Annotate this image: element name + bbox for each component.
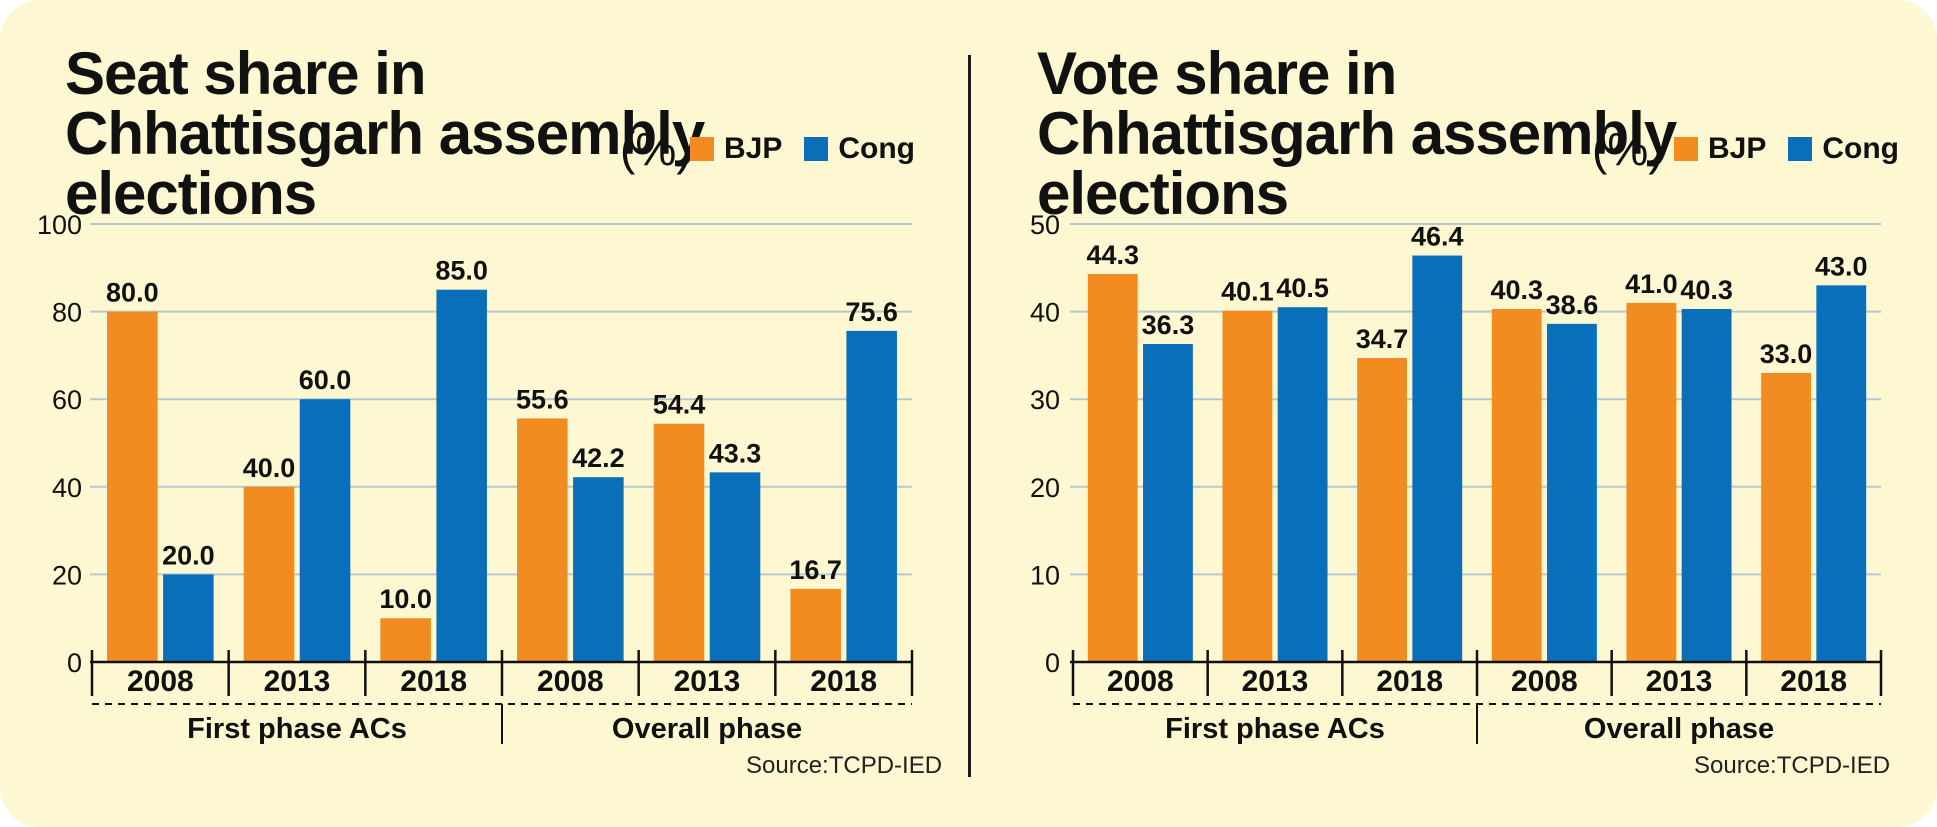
bar-bjp	[517, 418, 568, 662]
source-note: Source:TCPD-IED	[746, 752, 943, 779]
data-label: 40.3	[1490, 275, 1543, 305]
data-label: 40.3	[1680, 275, 1733, 305]
bar-bjp	[243, 486, 295, 662]
bar-cong	[1277, 307, 1328, 662]
x-tick-label: 2013	[264, 665, 331, 698]
data-label: 36.3	[1142, 310, 1195, 340]
group-label: Overall phase	[612, 713, 802, 745]
legend-label-bjp: BJP	[724, 132, 783, 165]
bar-cong	[163, 574, 214, 662]
bar-bjp	[653, 423, 705, 662]
unit-label: (%)	[1592, 123, 1664, 175]
bar-bjp	[1761, 372, 1811, 662]
y-tick-label: 0	[67, 648, 82, 678]
data-label: 60.0	[299, 365, 352, 395]
data-label: 43.0	[1815, 251, 1868, 281]
data-label: 40.5	[1276, 273, 1329, 303]
bar-bjp	[107, 311, 158, 662]
data-label: 41.0	[1625, 269, 1678, 299]
y-tick-label: 20	[52, 560, 82, 590]
group-label: First phase ACs	[187, 713, 407, 745]
x-tick-label: 2013	[1242, 665, 1309, 698]
bar-bjp	[1087, 273, 1138, 662]
chart-title-text: Seat share in Chhattisgarh assembly elec…	[65, 40, 705, 227]
bar-cong	[1816, 285, 1867, 662]
bar-cong	[1143, 344, 1193, 662]
data-label: 43.3	[709, 438, 762, 468]
x-tick-label: 2013	[1646, 665, 1713, 698]
data-label: 54.4	[653, 390, 706, 420]
legend-label-cong: Cong	[1822, 132, 1899, 165]
legend-swatch-cong	[1788, 137, 1813, 161]
bar-cong	[1681, 308, 1732, 662]
data-label: 34.7	[1356, 324, 1409, 354]
x-tick-label: 2008	[537, 665, 604, 698]
legend-label-cong: Cong	[838, 132, 915, 165]
bar-cong	[1412, 255, 1463, 662]
y-tick-label: 30	[1030, 385, 1060, 415]
data-label: 40.1	[1221, 277, 1274, 307]
bar-cong	[436, 289, 487, 662]
seat-share-panel: Seat share in Chhattisgarh assembly elec…	[0, 0, 968, 827]
data-label: 20.0	[162, 540, 215, 570]
panel-divider	[968, 55, 971, 777]
y-tick-label: 40	[52, 473, 82, 503]
bar-cong	[573, 477, 624, 662]
data-label: 42.2	[572, 443, 625, 473]
y-tick-label: 40	[1030, 298, 1060, 328]
legend-swatch-bjp	[690, 137, 714, 161]
data-label: 55.6	[516, 384, 569, 414]
group-label: First phase ACs	[1165, 713, 1385, 745]
x-tick-label: 2018	[400, 665, 467, 698]
y-tick-label: 80	[52, 298, 82, 328]
source-note: Source:TCPD-IED	[1694, 752, 1891, 779]
data-label: 38.6	[1546, 290, 1599, 320]
bar-bjp	[1491, 308, 1542, 662]
data-label: 16.7	[789, 555, 842, 585]
x-tick-label: 2018	[1780, 665, 1847, 698]
data-label: 46.4	[1411, 222, 1464, 252]
legend-swatch-bjp	[1674, 137, 1698, 161]
y-tick-label: 0	[1045, 648, 1060, 678]
x-tick-label: 2008	[127, 665, 194, 698]
bar-cong	[299, 399, 351, 662]
y-tick-label: 100	[37, 210, 82, 240]
bar-cong	[846, 330, 897, 662]
x-tick-label: 2018	[810, 665, 877, 698]
data-label: 40.0	[243, 453, 296, 483]
bar-bjp	[1626, 302, 1677, 662]
bar-cong	[709, 472, 761, 662]
bar-bjp	[380, 618, 431, 662]
data-label: 85.0	[435, 256, 488, 286]
group-label: Overall phase	[1584, 713, 1774, 745]
legend-swatch-cong	[804, 137, 829, 161]
seat-share-chart: 0 20 40 60 80 100 80.0 40.0 10.0 55.6 54.4 16.7 20.0…	[37, 210, 914, 745]
bar-cong	[1547, 323, 1597, 662]
legend-label-bjp: BJP	[1708, 132, 1767, 165]
chart-title: Seat share in Chhattisgarh assembly elec…	[65, 44, 725, 224]
x-tick-label: 2008	[1511, 665, 1578, 698]
data-label: 33.0	[1760, 339, 1813, 369]
data-label: 80.0	[106, 278, 159, 308]
data-label: 44.3	[1086, 240, 1139, 270]
bar-bjp	[790, 588, 841, 662]
bar-bjp	[1222, 310, 1273, 662]
chart-title: Vote share in Chhattisgarh assembly elec…	[1037, 44, 1697, 224]
vote-share-panel: Vote share in Chhattisgarh assembly elec…	[968, 0, 1936, 827]
bar-bjp	[1357, 358, 1407, 662]
legend: BJP Cong	[1674, 132, 1921, 166]
data-label: 75.6	[845, 297, 898, 327]
chart-title-text: Vote share in Chhattisgarh assembly elec…	[1037, 40, 1677, 227]
data-label: 10.0	[379, 584, 432, 614]
y-tick-label: 10	[1030, 560, 1060, 590]
x-tick-label: 2013	[674, 665, 741, 698]
x-tick-label: 2008	[1107, 665, 1174, 698]
y-tick-label: 60	[52, 385, 82, 415]
unit-label: (%)	[620, 123, 692, 175]
x-tick-label: 2018	[1376, 665, 1443, 698]
y-tick-label: 20	[1030, 473, 1060, 503]
y-tick-label: 50	[1030, 210, 1060, 240]
legend: BJP Cong	[690, 132, 937, 166]
